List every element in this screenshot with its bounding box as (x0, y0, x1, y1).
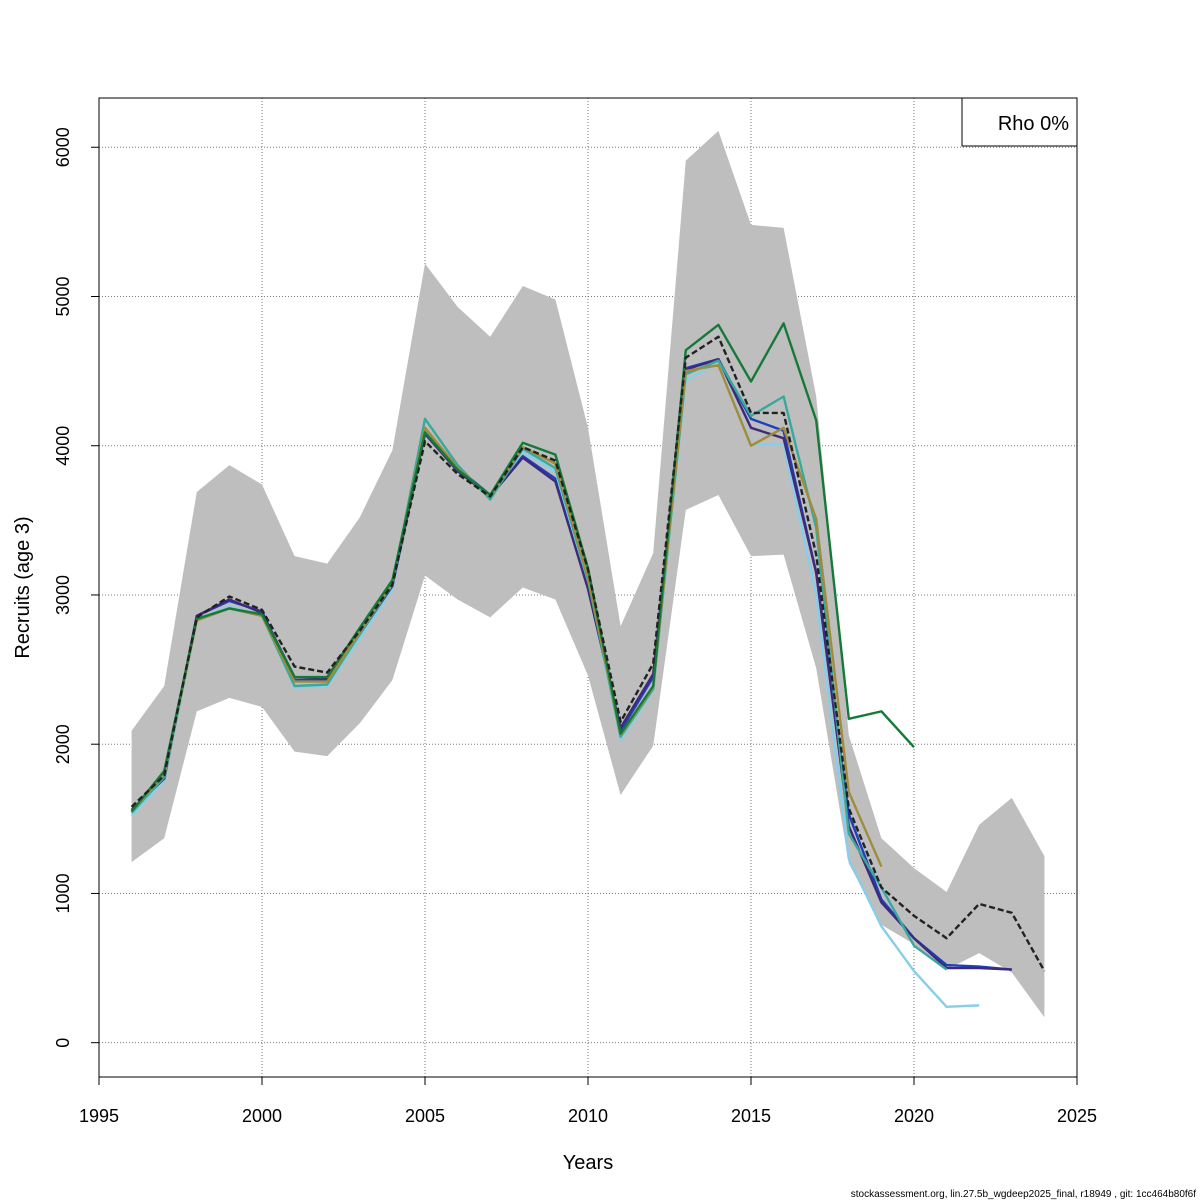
y-tick-label: 1000 (53, 873, 73, 913)
x-axis-title: Years (563, 1152, 613, 1174)
series-lines (130, 322, 1046, 1009)
x-tick-label: 2010 (568, 1106, 608, 1126)
x-tick-label: 1995 (79, 1106, 119, 1126)
y-axis: 0 1000 2000 3000 4000 5000 6000 (53, 127, 100, 1048)
series-line-1 (130, 335, 1046, 972)
y-tick-label: 2000 (53, 724, 73, 764)
footer-note: stockassessment.org, lin.27.5b_wgdeep202… (851, 1189, 1196, 1200)
y-tick-label: 4000 (53, 426, 73, 466)
x-tick-label: 2000 (242, 1106, 282, 1126)
x-tick-label: 2005 (405, 1106, 445, 1126)
y-tick-label: 5000 (53, 276, 73, 316)
series-line-7 (130, 322, 915, 813)
legend: Rho 0% (961, 97, 1078, 147)
x-tick-label: 2025 (1057, 1106, 1097, 1126)
y-tick-label: 3000 (53, 575, 73, 615)
y-tick-label: 6000 (53, 127, 73, 167)
x-tick-label: 2020 (894, 1106, 934, 1126)
legend-label: Rho 0% (998, 113, 1069, 135)
legend-box (961, 97, 1078, 147)
x-tick-label: 2015 (731, 1106, 771, 1126)
y-axis-title: Recruits (age 3) (12, 516, 34, 658)
x-axis: 1995 2000 2005 2010 2015 2020 2025 (79, 1076, 1097, 1126)
y-tick-label: 0 (53, 1038, 73, 1048)
